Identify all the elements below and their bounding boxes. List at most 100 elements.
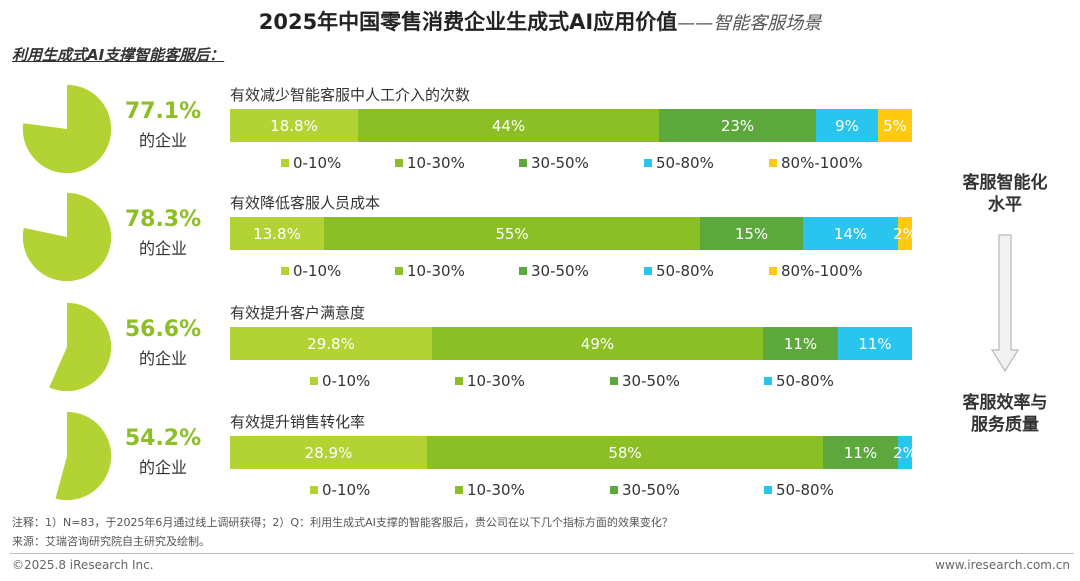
legend-item: 0-10% (310, 481, 370, 499)
legend-item: 10-30% (455, 372, 525, 390)
note-text: 注释：1）N=83，于2025年6月通过线上调研获得；2）Q：利用生成式AI支撑… (12, 516, 673, 529)
bar-segment: 14% (803, 217, 898, 250)
legend-swatch (310, 485, 318, 494)
bar-segment: 11% (823, 436, 898, 469)
legend-item: 80%-100% (769, 154, 863, 172)
pie-slice (22, 84, 112, 174)
bar-segment: 28.9% (230, 436, 427, 469)
legend-label: 0-10% (293, 262, 342, 280)
data-label: 55% (495, 224, 529, 243)
footer-divider (10, 553, 1074, 554)
legend-swatch (455, 376, 463, 385)
data-label: 15% (734, 224, 769, 243)
bar-segment: 13.8% (230, 217, 324, 250)
side-label-bottom: 客服效率与 服务质量 (936, 392, 1074, 436)
legend-item: 50-80% (764, 481, 834, 499)
legend-item: 50-80% (644, 154, 714, 172)
side-label-top-line1: 客服智能化 (962, 173, 1048, 193)
row-title: 有效提升客户满意度 (230, 304, 366, 322)
share-pie (55, 411, 112, 501)
legend-item: 50-80% (764, 372, 834, 390)
legend-item: 0-10% (281, 262, 341, 280)
bar-segment: 58% (427, 436, 823, 469)
data-label: 49% (580, 334, 615, 353)
legend-swatch (769, 266, 777, 275)
pie-slice (22, 192, 112, 282)
stacked-bar: 28.9% 58% 11% 2% (230, 436, 917, 469)
data-label: 28.9% (304, 443, 353, 462)
section-subheading: 利用生成式AI支撑智能客服后： (12, 46, 225, 64)
legend-item: 80%-100% (769, 262, 863, 280)
legend-label: 0-10% (293, 154, 342, 172)
stacked-bar: 13.8% 55% 15% 14% 2% (230, 217, 917, 250)
row-title: 有效降低客服人员成本 (230, 194, 381, 212)
legend-item: 0-10% (281, 154, 341, 172)
legend-item: 30-50% (519, 262, 589, 280)
legend-swatch (764, 485, 772, 494)
row-title: 有效提升销售转化率 (230, 413, 366, 431)
bar-segment: 11% (763, 327, 838, 360)
legend-swatch (281, 158, 289, 167)
side-label-bottom-line2: 服务质量 (971, 415, 1039, 435)
legend-label: 30-50% (622, 372, 680, 390)
side-label-top: 客服智能化 水平 (936, 172, 1074, 216)
data-label: 11% (858, 334, 892, 353)
legend-label: 50-80% (776, 372, 834, 390)
share-percent-caption: 的企业 (138, 349, 187, 368)
share-percent: 78.3% (124, 207, 202, 232)
data-label: 5% (883, 116, 907, 135)
share-percent: 54.2% (124, 426, 202, 451)
data-label: 58% (608, 443, 642, 462)
share-percent: 56.6% (124, 317, 202, 342)
data-label: 14% (833, 224, 868, 243)
legend-label: 10-30% (467, 481, 525, 499)
legend-label: 10-30% (407, 262, 465, 280)
legend-label: 50-80% (656, 262, 714, 280)
side-label-top-line2: 水平 (988, 195, 1022, 215)
data-label: 18.8% (270, 116, 318, 135)
page-title: 2025年中国零售消费企业生成式AI应用价值——智能客服场景 (0, 6, 1080, 36)
legend-swatch (519, 266, 527, 275)
source-text: 来源：艾瑞咨询研究院自主研究及绘制。 (12, 535, 210, 548)
legend-label: 10-30% (407, 154, 465, 172)
data-label: 11% (783, 334, 818, 353)
legend-swatch (519, 158, 527, 167)
share-percent-caption: 的企业 (138, 458, 187, 477)
legend-swatch (310, 376, 318, 385)
stacked-bar: 29.8% 49% 11% 11% (230, 327, 912, 360)
legend-swatch (455, 485, 463, 494)
legend-swatch (395, 266, 403, 275)
data-label: 13.8% (253, 224, 301, 243)
legend-label: 30-50% (622, 481, 680, 499)
share-percent-caption: 的企业 (138, 239, 187, 258)
bar-segment: 29.8% (230, 327, 432, 360)
bar-segment: 15% (700, 217, 803, 250)
data-label: 29.8% (307, 334, 355, 353)
legend-item: 10-30% (395, 154, 465, 172)
share-percent-caption: 的企业 (138, 131, 187, 150)
legend-swatch (644, 158, 652, 167)
bar-segment: 18.8% (230, 109, 358, 142)
legend-item: 10-30% (455, 481, 525, 499)
legend-label: 30-50% (531, 262, 589, 280)
bar-segment: 5% (878, 109, 912, 142)
data-label: 2% (893, 443, 917, 462)
legend-label: 50-80% (776, 481, 834, 499)
legend-swatch (764, 376, 772, 385)
title-sub: ——智能客服场景 (677, 13, 822, 34)
legend-item: 30-50% (519, 154, 589, 172)
footer-copyright: ©2025.8 iResearch Inc. (12, 558, 154, 572)
legend-label: 10-30% (467, 372, 525, 390)
pie-slice (49, 302, 112, 392)
legend-swatch (281, 266, 289, 275)
share-percent: 77.1% (124, 99, 202, 124)
legend-label: 80%-100% (781, 262, 863, 280)
data-label: 9% (835, 116, 859, 135)
title-main: 2025年中国零售消费企业生成式AI应用价值 (258, 10, 678, 34)
legend-swatch (610, 485, 618, 494)
legend-item: 50-80% (644, 262, 714, 280)
bar-segment: 9% (816, 109, 878, 142)
legend-label: 0-10% (322, 372, 371, 390)
bar-segment: 23% (659, 109, 816, 142)
legend-swatch (769, 158, 777, 167)
